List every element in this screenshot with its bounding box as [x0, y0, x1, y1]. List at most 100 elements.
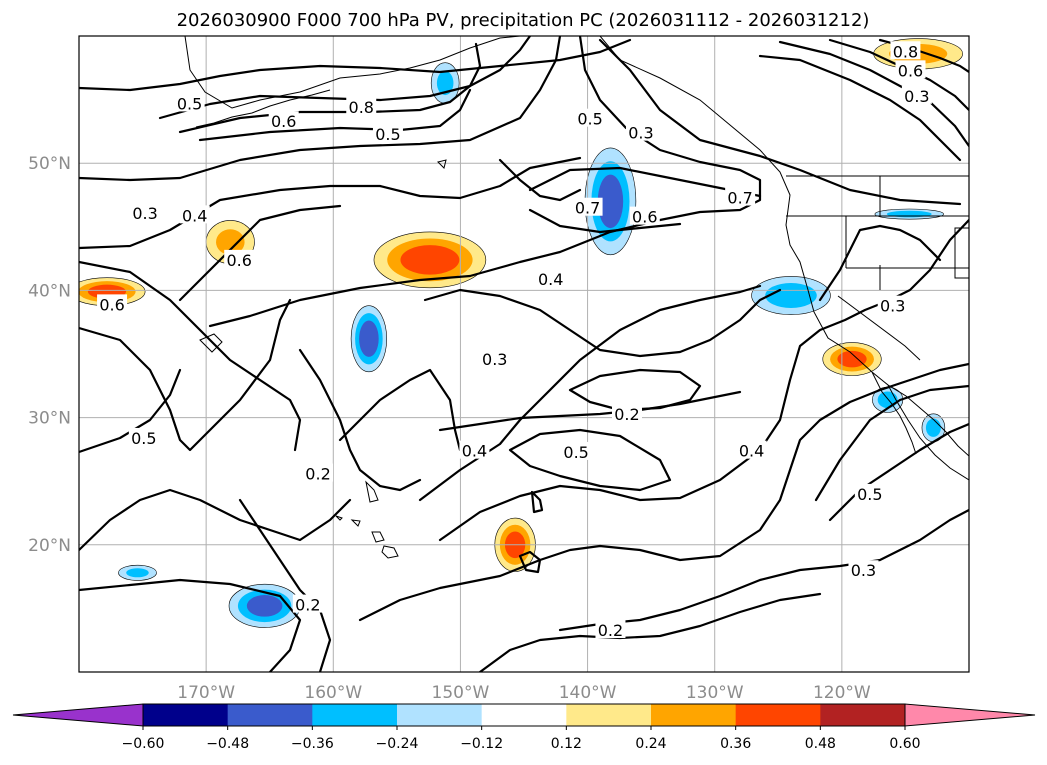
contour-line — [498, 158, 582, 202]
gulf-of-california-coast — [887, 384, 969, 457]
contour-line — [178, 42, 482, 134]
contour-label: 0.6 — [898, 61, 923, 80]
contour-label: 0.5 — [857, 485, 882, 504]
contour-label: 0.5 — [131, 429, 156, 448]
precip-area — [765, 283, 817, 308]
colorbar-tick-label: 0.12 — [551, 736, 582, 752]
contour-line — [79, 38, 632, 92]
colorbar-segment — [143, 704, 229, 726]
precip-area — [925, 418, 941, 437]
contour-label-bg — [877, 295, 908, 314]
contour-line — [568, 368, 702, 412]
contour-label: 0.5 — [577, 110, 602, 129]
lon-tick-label: 120°W — [813, 683, 871, 703]
colorbar-extend-min — [12, 703, 144, 727]
small-island-2 — [437, 159, 447, 169]
contour-label-bg — [130, 202, 161, 221]
baja-california — [871, 371, 917, 455]
contour-label: 0.3 — [482, 350, 507, 369]
contour-label-bg — [848, 560, 879, 579]
lat-tick-label: 40°N — [28, 281, 71, 301]
contour-label: 0.2 — [295, 596, 320, 615]
alaska-coast — [184, 36, 521, 109]
colorbar-tick-label: −0.24 — [376, 736, 419, 752]
lon-tick-label: 160°W — [304, 683, 362, 703]
precip-area — [216, 229, 245, 255]
colorbar-segment — [566, 704, 652, 726]
contour-line — [298, 348, 422, 492]
contour-label: 0.6 — [632, 208, 657, 227]
colorbar-segment — [312, 704, 398, 726]
contour-label-bg — [292, 594, 323, 613]
contour-label-bg — [736, 440, 767, 459]
contour-label-bg — [611, 403, 642, 422]
contour-label: 0.5 — [177, 94, 202, 113]
colorbar-segment — [227, 704, 313, 726]
contour-label: 0.4 — [538, 270, 563, 289]
contour-label: 0.3 — [851, 561, 876, 580]
colorbar-tick-label: 0.36 — [720, 736, 751, 752]
contour-label-bg — [535, 268, 566, 287]
contour-label: 0.8 — [349, 98, 374, 117]
contour-label: 0.2 — [598, 621, 623, 640]
colorbar-segment — [397, 704, 483, 726]
colorbar-tick-label: −0.12 — [460, 736, 503, 752]
contour-label: 0.8 — [893, 42, 918, 61]
contour-label-bg — [346, 97, 377, 116]
contour-label-bg — [372, 123, 403, 142]
precip-area — [597, 174, 624, 229]
contour-label-bg — [629, 206, 660, 225]
contour-label-bg — [854, 483, 885, 502]
contour-label-bg — [97, 294, 128, 313]
colorbar-frame — [142, 703, 906, 727]
contour-label: 0.3 — [904, 87, 929, 106]
contour-label: 0.6 — [226, 251, 251, 270]
contour-label-bg — [174, 93, 205, 112]
colorbar-segment — [735, 704, 821, 726]
colorbar-segment — [651, 704, 737, 726]
colorbar-segment — [820, 704, 906, 726]
map-frame — [78, 35, 970, 673]
precip-area — [436, 71, 454, 96]
contour-line — [530, 490, 544, 514]
contour-line — [238, 498, 332, 672]
contour-label: 0.3 — [628, 124, 653, 143]
contour-label-bg — [179, 205, 210, 224]
contour-line — [79, 36, 562, 182]
colorbar-tick-label: 0.24 — [635, 736, 666, 752]
contour-line — [518, 550, 542, 574]
contour-line — [158, 36, 532, 120]
contour-line — [778, 40, 969, 148]
contour-line — [79, 368, 182, 454]
contour-label-bg — [224, 249, 255, 268]
contour-label-bg — [572, 197, 603, 216]
hawaii-islands — [335, 480, 399, 559]
contour-label: 0.5 — [563, 443, 588, 462]
precip-area — [400, 245, 460, 275]
contour-label-bg — [890, 41, 921, 60]
contour-label: 0.7 — [575, 199, 600, 218]
contour-label-bg — [561, 441, 592, 460]
north-america-coast — [599, 36, 969, 481]
contour-line — [79, 298, 292, 452]
contour-label-bg — [901, 85, 932, 104]
contour-line — [358, 362, 969, 622]
contour-line — [814, 384, 969, 502]
contour-label-bg — [725, 187, 756, 206]
contour-line — [438, 390, 742, 432]
contour-line — [478, 592, 822, 672]
colorbar-tick-label: −0.36 — [291, 736, 334, 752]
colorbar-tick-label: 0.60 — [889, 736, 920, 752]
contour-label-bg — [895, 60, 926, 79]
contour-line — [79, 488, 352, 552]
lon-tick-label: 130°W — [686, 683, 744, 703]
contour-label-bg — [268, 111, 299, 130]
contour-line — [758, 54, 962, 162]
small-island-1 — [199, 333, 223, 353]
contour-labels: 0.5 0.80.60.50.50.30.7 0.60.70.40.3 0.40.60… — [97, 41, 932, 640]
chart-title: 2026030900 F000 700 hPa PV, precipitatio… — [177, 10, 870, 31]
contour-label-bg — [128, 427, 159, 446]
contour-label: 0.2 — [614, 405, 639, 424]
contour-line — [178, 204, 342, 302]
